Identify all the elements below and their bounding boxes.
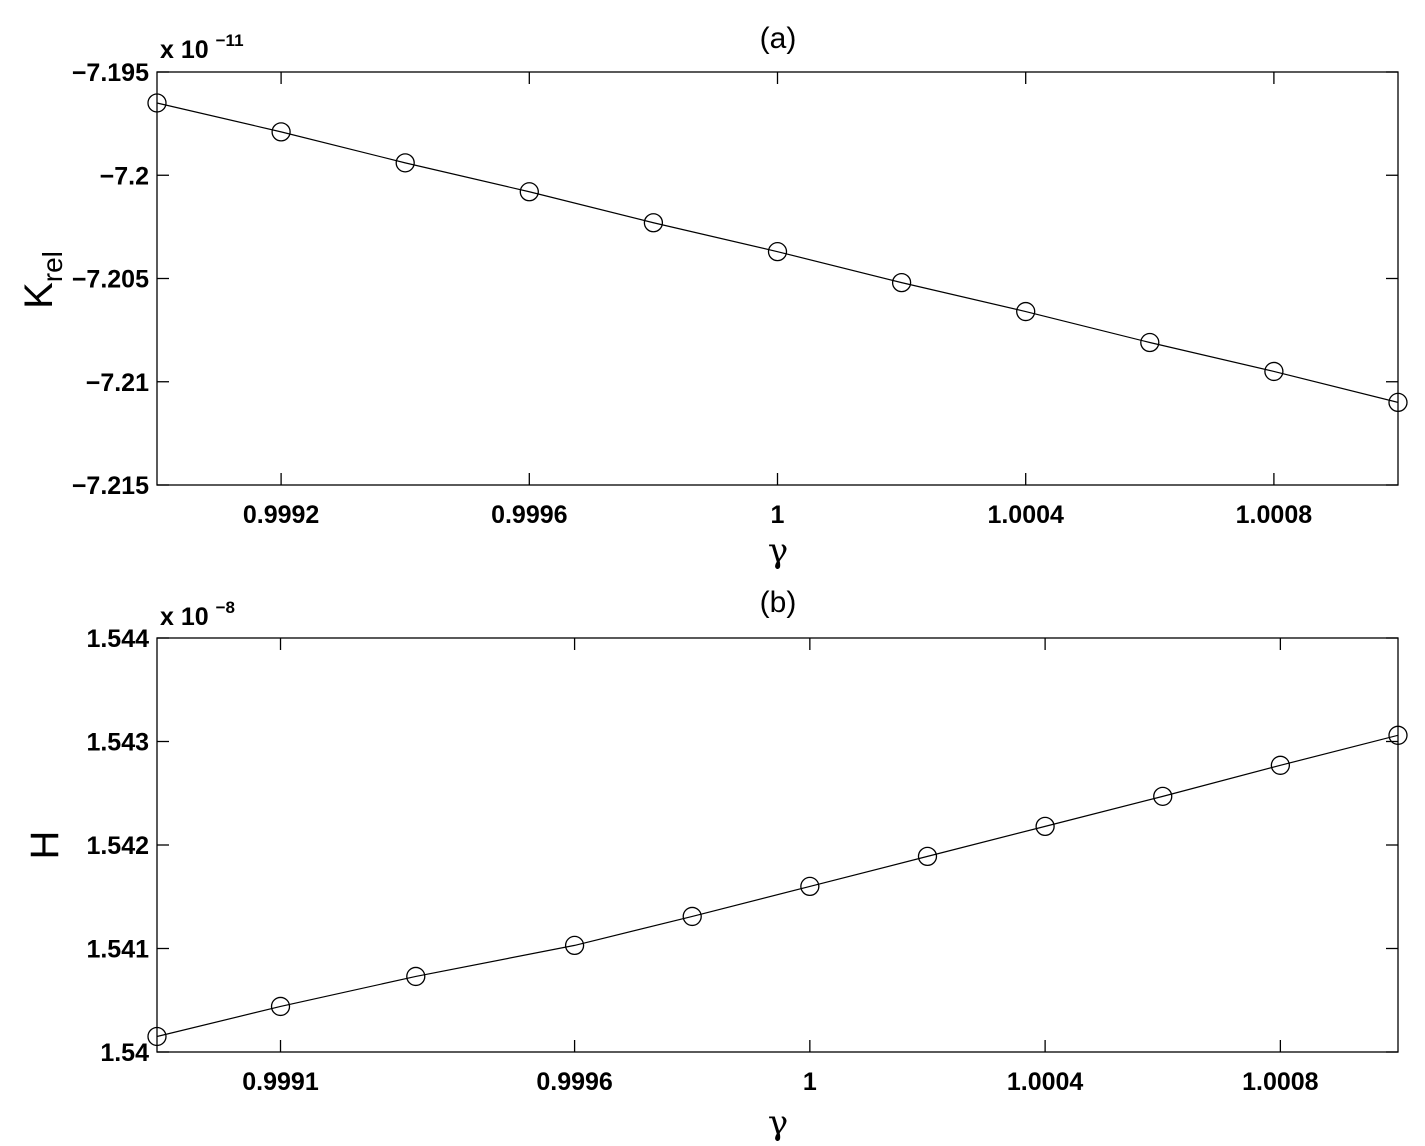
- panel-b-data-point: [147, 1026, 167, 1047]
- panel-b-data-point: [800, 876, 820, 897]
- panel-a-data-point: [1140, 332, 1160, 353]
- panel-a-y-tick-label: −7.2: [100, 162, 149, 190]
- panel-a-y-tick-label: −7.195: [72, 59, 149, 87]
- panel-a-data-point: [395, 153, 415, 173]
- panel-b-y-tick-label: 1.543: [86, 729, 149, 757]
- panel-b-data-point: [270, 996, 291, 1017]
- panel-b-y-axis-label-group: H: [23, 831, 67, 860]
- panel-b-x-tick-label: 1.0004: [1007, 1068, 1084, 1096]
- panel-b-y-multiplier-base: x 10: [160, 603, 209, 631]
- panel-a-data-point: [519, 182, 539, 202]
- panel-b-data-point: [917, 846, 938, 867]
- panel-b-x-tick-label: 1.0008: [1242, 1068, 1319, 1096]
- panel-b-series-line: [156, 734, 1399, 1038]
- panel-a-axes-frame: [156, 71, 1399, 486]
- panel-a-data-point: [271, 122, 291, 142]
- panel-a-data-point: [1264, 361, 1284, 382]
- panel-a-data-point: [891, 272, 912, 293]
- panel-a-series-line: [156, 102, 1399, 403]
- panel-b-x-tick-label: 0.9996: [536, 1068, 612, 1096]
- panel-b-data-point: [406, 966, 426, 987]
- panel-b-data-point: [1270, 755, 1291, 775]
- panel-a-y-axis-label-group: Krel: [17, 251, 68, 309]
- panel-b-y-tick-label: 1.544: [86, 625, 149, 653]
- panel-b-y-multiplier: x 10 −8: [160, 598, 235, 631]
- panel-a-title: (a): [760, 22, 797, 55]
- panel-b-y-tick-label: 1.54: [100, 1039, 149, 1067]
- panel-a-x-axis-label: γ: [768, 531, 788, 571]
- panel-b-x-tick-label: 0.9991: [242, 1068, 319, 1096]
- panel-b-x-tick-label: 1: [803, 1068, 817, 1096]
- panel-b-y-multiplier-exponent: −8: [216, 598, 235, 617]
- panel-a-y-multiplier-exponent: −11: [216, 31, 244, 50]
- panel-a-x-tick-label: 0.9992: [243, 501, 319, 529]
- panel-a: (a) x 10 −11 0.9992 0.9996 1 1.0004 1.0008 −7…: [17, 22, 1408, 571]
- panel-b-axes-frame: [156, 637, 1399, 1053]
- panel-a-y-axis-label-subscript: rel: [37, 251, 68, 282]
- panel-b-data-point: [1153, 786, 1173, 807]
- panel-a-y-multiplier: x 10 −11: [160, 31, 244, 64]
- panel-b-data-point: [682, 906, 702, 927]
- panel-a-data-point: [643, 213, 664, 233]
- panel-a-x-tick-label: 1.0008: [1236, 501, 1313, 529]
- panel-a-data-point: [767, 242, 788, 262]
- panel-b-plot-area: 0.9991 0.9996 1 1.0004 1.0008 1.54 1.541 1.542 1…: [86, 625, 1408, 1096]
- panel-b-y-axis-label: H: [23, 831, 67, 860]
- panel-b-data-point: [1388, 725, 1408, 745]
- panel-b-data-point: [564, 935, 585, 956]
- panel-a-data-point: [1016, 301, 1036, 322]
- panel-a-x-tick-label: 1.0004: [987, 501, 1064, 529]
- panel-b-x-axis-label: γ: [768, 1103, 788, 1143]
- panel-a-data-point: [147, 93, 167, 113]
- panel-a-x-tick-label: 0.9996: [491, 501, 567, 529]
- panel-a-plot-area: 0.9992 0.9996 1 1.0004 1.0008 −7.195 −7.2 −7.20…: [72, 59, 1408, 529]
- panel-b: (b) x 10 −8 0.9991 0.9996 1 1.0004 1.0008 1.5…: [23, 586, 1408, 1143]
- panel-a-y-axis-label: Krel: [17, 251, 68, 309]
- panel-a-y-tick-label: −7.205: [72, 266, 149, 294]
- panel-b-data-point: [1035, 816, 1055, 837]
- panel-a-y-tick-label: −7.215: [72, 472, 149, 500]
- panel-a-y-tick-label: −7.21: [86, 369, 149, 397]
- panel-b-y-tick-label: 1.541: [86, 936, 149, 964]
- panel-b-title: (b): [760, 586, 797, 619]
- panel-a-data-point: [1388, 392, 1408, 413]
- panel-b-y-tick-label: 1.542: [86, 832, 149, 860]
- panel-a-x-tick-label: 1: [771, 501, 785, 529]
- panel-a-y-multiplier-base: x 10: [160, 36, 209, 64]
